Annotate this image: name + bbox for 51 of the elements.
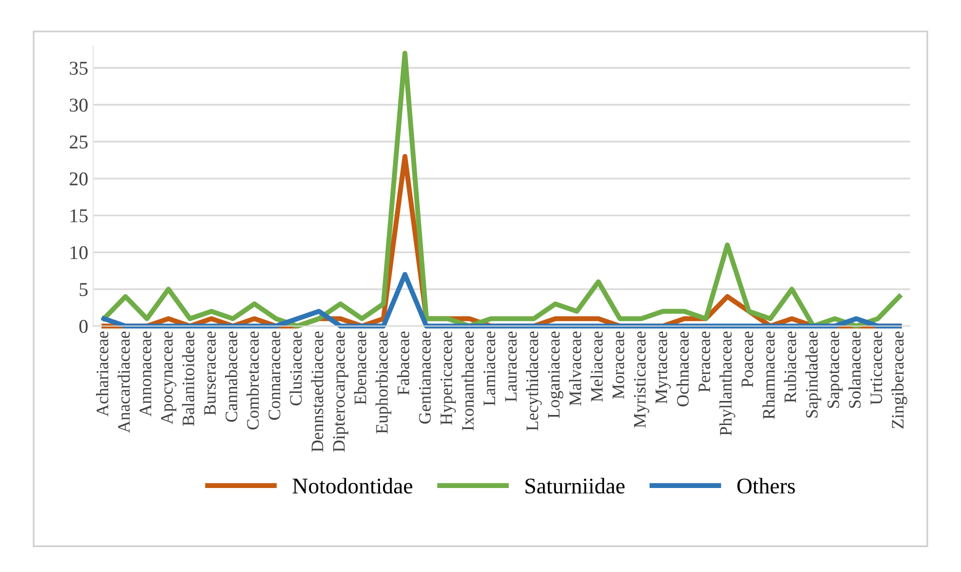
y-tick-label: 15 bbox=[70, 209, 88, 222]
x-tick-label: Myrtaceae bbox=[656, 332, 671, 404]
x-tick-label: Clusiaceae bbox=[290, 332, 302, 406]
legend-label: Notodontidae bbox=[292, 478, 412, 494]
y-tick-label: 10 bbox=[70, 246, 88, 260]
y-tick-label: 5 bbox=[80, 283, 88, 296]
y-tick-label: 30 bbox=[70, 98, 88, 112]
x-tick-label: Rhamnaceae bbox=[762, 332, 775, 420]
x-tick-label: Urticaceae bbox=[870, 332, 882, 405]
x-tick-label: Annonaceae bbox=[140, 332, 152, 417]
x-tick-label: Combretaceae bbox=[246, 332, 259, 430]
x-tick-label: Solanaceae bbox=[848, 332, 861, 408]
y-tick-label: 35 bbox=[70, 62, 88, 75]
x-tick-label: Apocynaceae bbox=[161, 332, 176, 424]
x-tick-label: Burseraceae bbox=[204, 332, 216, 416]
x-tick-label: Hypericaceae bbox=[440, 332, 456, 425]
y-tick-label: 25 bbox=[70, 136, 88, 149]
x-tick-label: Lauraceae bbox=[505, 332, 517, 402]
x-tick-label: Fabaceae bbox=[397, 332, 410, 395]
x-tick-label: Zingiberaceae bbox=[891, 332, 908, 428]
x-tick-label: Dipterocarpaceae bbox=[333, 332, 348, 452]
x-tick-label: Lecythidaceae bbox=[526, 332, 542, 431]
x-tick-label: Malvaceae bbox=[569, 332, 582, 406]
x-tick-label: Balanitoideae bbox=[182, 332, 194, 426]
x-tick-label: Loganiaceae bbox=[548, 332, 564, 418]
x-tick-label: Rubiaceae bbox=[784, 332, 796, 403]
x-tick-label: Ochnaceae bbox=[676, 332, 689, 406]
y-tick-label: 20 bbox=[70, 172, 88, 186]
line-series bbox=[102, 272, 902, 328]
y-tick-label: 0 bbox=[79, 320, 88, 333]
x-tick-label: Lamiaceae bbox=[484, 332, 496, 406]
x-tick-label: Gentianaceae bbox=[419, 332, 431, 424]
x-tick-label: Moraceae bbox=[612, 332, 624, 399]
x-tick-label: Ebenaceae bbox=[354, 332, 366, 405]
x-tick-label: Ixonanthaceae bbox=[462, 332, 474, 431]
x-tick-label: Anacardiaceae bbox=[118, 332, 130, 433]
x-tick-label: Myristicaceae bbox=[634, 332, 650, 428]
x-tick-label: Cannabaceae bbox=[225, 332, 238, 422]
x-tick-label: Sapotaceae bbox=[828, 332, 843, 408]
legend-label: Saturniidae bbox=[526, 478, 625, 494]
x-tick-label: Achariaceae bbox=[96, 332, 108, 416]
x-tick-label: Peraceae bbox=[698, 332, 710, 392]
x-tick-label: Connaraceae bbox=[268, 332, 280, 420]
x-tick-label: Dennstaedtiaceae bbox=[311, 332, 324, 452]
x-tick-label: Euphorbiaceae bbox=[376, 332, 392, 434]
line-series bbox=[102, 50, 902, 328]
legend-label: Others bbox=[737, 478, 795, 494]
x-tick-label: Meliaceae bbox=[590, 332, 603, 402]
x-tick-label: Sapindadeae bbox=[805, 332, 822, 418]
x-tick-label: Poaceae bbox=[742, 332, 754, 388]
x-tick-label: Phyllanthaceae bbox=[719, 332, 736, 436]
